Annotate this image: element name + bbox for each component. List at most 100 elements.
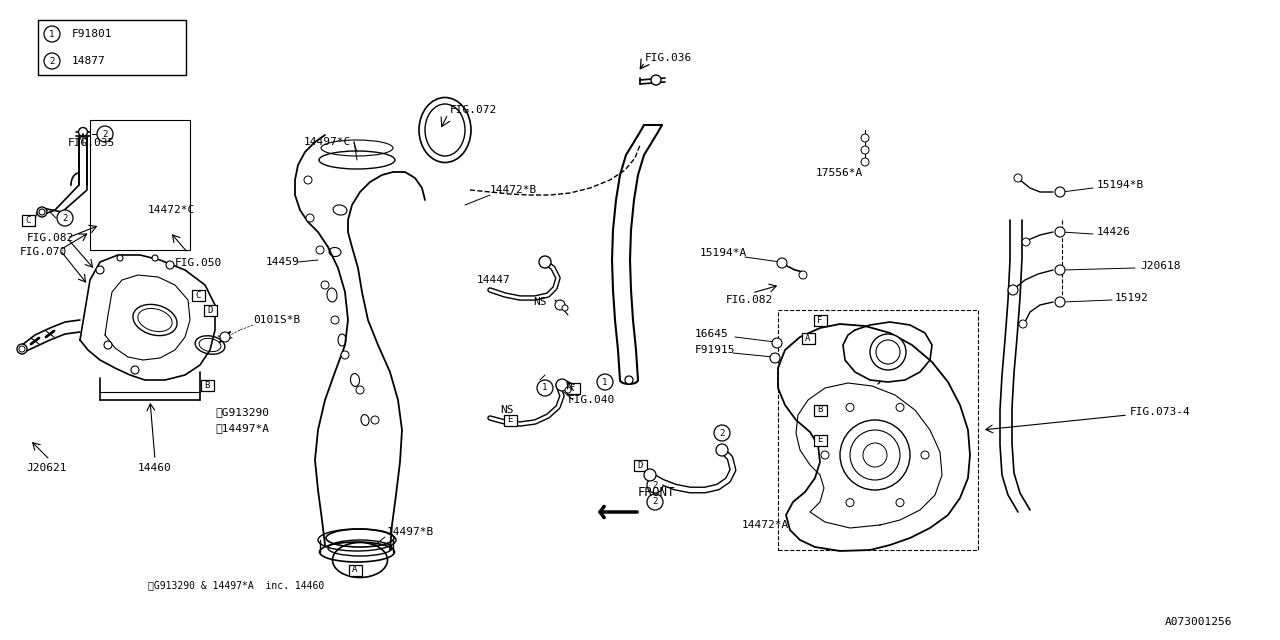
Circle shape <box>861 134 869 142</box>
Text: 14497*C: 14497*C <box>305 137 351 147</box>
Circle shape <box>714 425 730 441</box>
Circle shape <box>846 403 854 412</box>
Circle shape <box>876 340 900 364</box>
Circle shape <box>316 246 324 254</box>
Circle shape <box>625 376 634 384</box>
Circle shape <box>863 443 887 467</box>
Circle shape <box>716 444 728 456</box>
Text: FIG.070: FIG.070 <box>20 247 68 257</box>
Text: 17556*A: 17556*A <box>817 168 863 178</box>
Circle shape <box>340 351 349 359</box>
Bar <box>38 20 186 75</box>
Circle shape <box>596 374 613 390</box>
Text: F: F <box>818 316 823 324</box>
Text: FIG.082: FIG.082 <box>726 295 773 305</box>
Text: 2: 2 <box>653 481 658 490</box>
Bar <box>348 564 361 575</box>
Text: 14447: 14447 <box>477 275 511 285</box>
Bar <box>801 333 814 344</box>
Text: 15192: 15192 <box>1115 293 1148 303</box>
Circle shape <box>332 316 339 324</box>
Bar <box>634 460 646 470</box>
Text: 2: 2 <box>102 129 108 138</box>
Bar <box>567 383 580 394</box>
Text: FIG.035: FIG.035 <box>68 138 115 148</box>
Circle shape <box>646 477 663 493</box>
Circle shape <box>896 403 904 412</box>
Text: 14426: 14426 <box>1097 227 1130 237</box>
Circle shape <box>116 255 123 261</box>
Text: ※14497*A: ※14497*A <box>215 423 269 433</box>
Circle shape <box>850 430 900 480</box>
Text: 2: 2 <box>719 429 724 438</box>
Circle shape <box>321 281 329 289</box>
Text: FIG.036: FIG.036 <box>645 53 692 63</box>
Text: 14459: 14459 <box>266 257 300 267</box>
Text: ※G913290: ※G913290 <box>215 407 269 417</box>
Text: 1: 1 <box>50 29 55 38</box>
Circle shape <box>1021 238 1030 246</box>
Circle shape <box>896 499 904 507</box>
Circle shape <box>152 255 157 261</box>
Text: 1: 1 <box>603 378 608 387</box>
Circle shape <box>562 305 568 311</box>
Circle shape <box>556 300 564 310</box>
Circle shape <box>131 366 140 374</box>
Text: FIG.082: FIG.082 <box>27 233 74 243</box>
Text: B: B <box>818 406 823 415</box>
Text: FIG.072: FIG.072 <box>451 105 497 115</box>
Circle shape <box>37 207 47 217</box>
Circle shape <box>38 209 45 215</box>
Bar <box>778 310 978 550</box>
Text: FIG.050: FIG.050 <box>175 258 223 268</box>
Circle shape <box>19 346 26 352</box>
Circle shape <box>104 341 113 349</box>
Circle shape <box>78 127 87 136</box>
Circle shape <box>646 494 663 510</box>
Text: FIG.040: FIG.040 <box>568 395 616 405</box>
Circle shape <box>96 266 104 274</box>
Circle shape <box>840 420 910 490</box>
Circle shape <box>17 344 27 354</box>
Text: NS: NS <box>532 297 547 307</box>
Circle shape <box>1055 227 1065 237</box>
Bar <box>814 404 827 415</box>
Circle shape <box>538 380 553 396</box>
Text: C: C <box>196 291 201 300</box>
Text: 14472*B: 14472*B <box>490 185 538 195</box>
Circle shape <box>644 469 657 481</box>
Bar <box>503 415 517 426</box>
Text: 0101S*B: 0101S*B <box>253 315 301 325</box>
Circle shape <box>799 271 806 279</box>
Text: F91801: F91801 <box>72 29 113 39</box>
Circle shape <box>220 332 230 342</box>
Text: J20621: J20621 <box>26 463 67 473</box>
Text: A: A <box>352 566 357 575</box>
Text: ※G913290 & 14497*A  inc. 14460: ※G913290 & 14497*A inc. 14460 <box>148 580 324 590</box>
Bar <box>90 120 189 250</box>
Circle shape <box>166 261 174 269</box>
Text: J20618: J20618 <box>1140 261 1180 271</box>
Circle shape <box>861 146 869 154</box>
Text: 14472*C: 14472*C <box>148 205 196 215</box>
Circle shape <box>922 451 929 459</box>
Text: 2: 2 <box>63 214 68 223</box>
Text: D: D <box>637 461 643 470</box>
Circle shape <box>306 214 314 222</box>
Text: 2: 2 <box>653 497 658 506</box>
Circle shape <box>44 26 60 42</box>
Circle shape <box>1055 297 1065 307</box>
Text: A073001256: A073001256 <box>1165 617 1233 627</box>
Circle shape <box>777 258 787 268</box>
Bar <box>814 435 827 445</box>
Text: C: C <box>26 216 31 225</box>
Circle shape <box>1055 265 1065 275</box>
Text: F91915: F91915 <box>695 345 736 355</box>
Bar <box>204 305 216 316</box>
Text: D: D <box>207 305 212 314</box>
Circle shape <box>556 379 568 391</box>
Text: E: E <box>507 415 513 424</box>
Circle shape <box>97 126 113 142</box>
Text: 14472*A: 14472*A <box>742 520 790 530</box>
Text: B: B <box>205 381 210 390</box>
